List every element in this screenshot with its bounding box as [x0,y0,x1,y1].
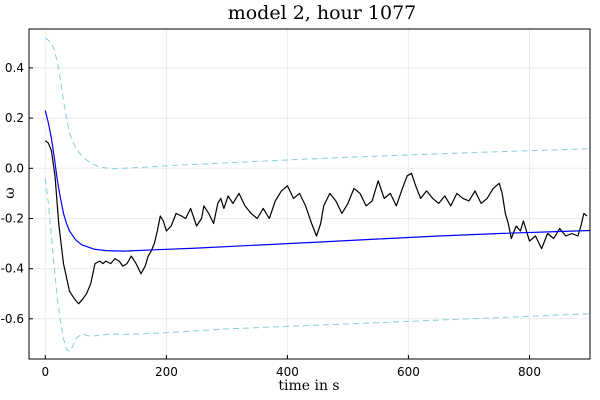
y-tick-label: 0.2 [5,111,24,125]
x-tick-label: 800 [518,365,541,379]
y-axis-label: ω [2,187,18,198]
series-line-2 [44,110,591,252]
x-tick-label: 200 [155,365,178,379]
plot-frame [28,28,591,360]
y-axis: -0.6 -0.4 -0.2 0.0 0.2 0.4 [1,61,33,326]
x-axis: 0 200 400 600 800 [41,355,541,379]
x-tick-label: 0 [41,365,49,379]
y-tick-label: 0.4 [5,61,24,75]
y-tick-label: 0.0 [5,161,24,175]
chart-title: model 2, hour 1077 [228,2,417,24]
series-line-1 [44,140,588,305]
series-group [44,37,591,352]
grid [29,29,590,359]
y-tick-label: -0.6 [1,312,24,326]
x-axis-label: time in s [278,378,339,394]
y-tick-label: -0.4 [1,262,24,276]
series-line-3 [44,37,591,170]
x-tick-label: 400 [276,365,299,379]
x-tick-label: 600 [397,365,420,379]
y-tick-label: -0.2 [1,212,24,226]
series-line-4 [44,178,591,352]
